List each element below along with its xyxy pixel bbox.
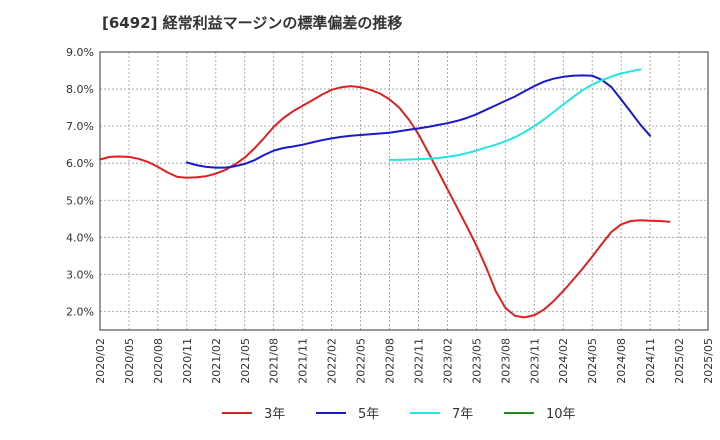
x-tick-label: 2022/05	[355, 338, 368, 384]
x-tick-label: 2024/05	[586, 338, 599, 384]
x-tick-label: 2021/11	[297, 338, 310, 384]
y-tick-label: 6.0%	[66, 157, 94, 170]
series-line-3年	[99, 85, 671, 319]
legend-label-7年: 7年	[452, 407, 473, 422]
x-tick-label: 2021/02	[210, 338, 223, 384]
x-tick-label: 2025/05	[702, 338, 715, 384]
plot-area	[100, 52, 708, 330]
x-tick-label: 2024/11	[644, 338, 657, 384]
x-tick-label: 2021/08	[268, 338, 281, 384]
x-tick-label: 2023/02	[441, 338, 454, 384]
x-tick-label: 2023/05	[470, 338, 483, 384]
series-layer	[99, 68, 671, 319]
y-tick-label: 4.0%	[66, 231, 94, 244]
x-tick-label: 2025/02	[673, 338, 686, 384]
x-tick-label: 2020/02	[94, 338, 107, 384]
chart-title: [6492] 経常利益マージンの標準偏差の推移	[102, 14, 403, 32]
series-line-5年	[185, 74, 652, 169]
x-tick-label: 2023/11	[528, 338, 541, 384]
x-tick-label: 2020/08	[152, 338, 165, 384]
series-line-7年	[388, 68, 642, 161]
x-tick-label: 2020/11	[181, 338, 194, 384]
y-tick-label: 7.0%	[66, 120, 94, 133]
x-tick-label: 2020/05	[123, 338, 136, 384]
x-tick-label: 2022/02	[326, 338, 339, 384]
y-tick-label: 5.0%	[66, 194, 94, 207]
x-tick-label: 2022/11	[412, 338, 425, 384]
grid-layer	[99, 51, 709, 330]
x-tick-label: 2024/02	[557, 338, 570, 384]
y-tick-label: 9.0%	[66, 46, 94, 59]
legend: 3年 5年 7年 10年	[222, 407, 576, 422]
y-tick-label: 2.0%	[66, 305, 94, 318]
axis-layer: 2020/02 2020/05 2020/08 2020/11 2021/02 2021/…	[66, 46, 715, 384]
x-tick-label: 2022/08	[384, 338, 397, 384]
plot-frame	[99, 51, 709, 331]
y-tick-label: 8.0%	[66, 83, 94, 96]
x-tick-label: 2023/08	[499, 338, 512, 384]
legend-label-10年: 10年	[546, 407, 576, 422]
legend-label-3年: 3年	[264, 407, 285, 422]
x-tick-label: 2021/05	[239, 338, 252, 384]
legend-label-5年: 5年	[358, 407, 379, 422]
x-tick-label: 2024/08	[615, 338, 628, 384]
y-tick-label: 3.0%	[66, 268, 94, 281]
